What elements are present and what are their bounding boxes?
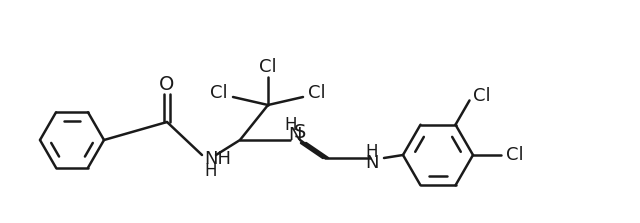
Text: H: H (205, 162, 217, 180)
Text: H: H (285, 116, 297, 134)
Text: NH: NH (204, 150, 231, 168)
Text: Cl: Cl (473, 87, 490, 105)
Text: N: N (288, 126, 301, 144)
Text: N: N (365, 154, 379, 172)
Text: O: O (159, 74, 175, 93)
Text: Cl: Cl (259, 58, 277, 76)
Text: H: H (365, 143, 378, 161)
Text: S: S (294, 122, 306, 142)
Text: Cl: Cl (506, 146, 524, 164)
Text: Cl: Cl (210, 84, 228, 102)
Text: Cl: Cl (308, 84, 326, 102)
